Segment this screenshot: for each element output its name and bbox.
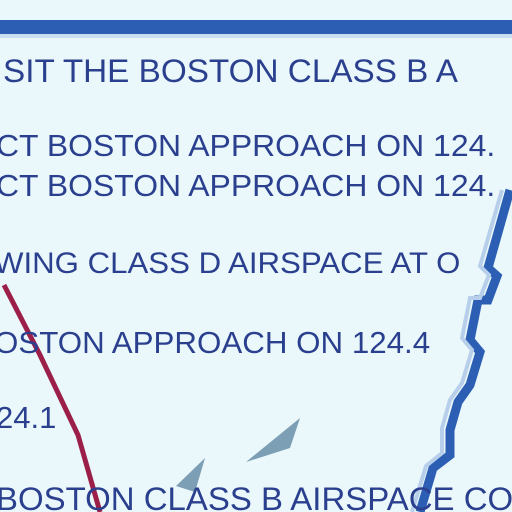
chart-note-line-2: CT BOSTON APPROACH ON 124. — [0, 130, 495, 161]
chart-note-line-7: BOSTON CLASS B AIRSPACE CO — [0, 483, 512, 512]
terrain-shading-wedge-upper — [246, 418, 300, 462]
chart-top-border-shadow — [0, 34, 512, 38]
airway-route-line — [4, 285, 100, 512]
chart-note-line-3: CT BOSTON APPROACH ON 124. — [0, 170, 495, 201]
chart-note-line-1: SIT THE BOSTON CLASS B A — [3, 55, 458, 87]
class-b-airspace-boundary — [420, 190, 510, 512]
chart-top-border — [0, 20, 512, 34]
chart-note-line-6: 24.1 — [0, 402, 56, 433]
chart-note-line-4: WING CLASS D AIRSPACE AT O — [0, 249, 460, 279]
chart-note-line-5: OSTON APPROACH ON 124.4 — [0, 327, 430, 358]
